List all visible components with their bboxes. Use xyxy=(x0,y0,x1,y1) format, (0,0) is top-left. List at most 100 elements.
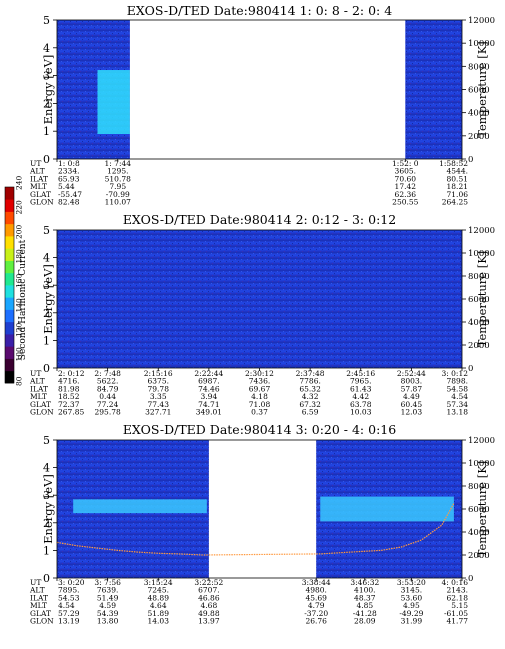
ephemeris-row-label: GLON xyxy=(30,408,54,417)
y2-tick-label: 10000 xyxy=(468,39,495,49)
ephemeris-value: 8003. xyxy=(401,377,422,386)
y-tick-label: 4 xyxy=(43,462,50,475)
ephemeris-row-label: UT xyxy=(30,578,41,587)
y2-axis-label: Temperature [K] xyxy=(475,41,489,138)
ephemeris-value: 70.60 xyxy=(395,174,417,183)
ephemeris-value: 6707. xyxy=(198,586,219,595)
ephemeris-value: 6987. xyxy=(198,377,219,386)
colorbar-swatch xyxy=(5,199,14,212)
ephemeris-value: 51.49 xyxy=(97,593,119,602)
ephemeris-value: 74.46 xyxy=(198,384,220,393)
y-tick-label: 1 xyxy=(43,334,50,347)
ephemeris-value: -61.05 xyxy=(444,609,468,618)
y2-tick-label: 10000 xyxy=(468,249,495,259)
ephemeris-value: 2:22:44 xyxy=(194,369,223,378)
ephemeris-value: 74.71 xyxy=(198,400,219,409)
ephemeris-value: 3:22:52 xyxy=(194,578,223,587)
ephemeris-value: 2: 0:12 xyxy=(58,369,85,378)
ephemeris-value: 1:52: 0 xyxy=(392,159,419,168)
y-axis-label: Energy [eV] xyxy=(41,264,55,334)
y-tick-label: 3 xyxy=(43,489,50,502)
ephemeris-value: 14.03 xyxy=(148,617,170,626)
ephemeris-value: 49.88 xyxy=(198,609,220,618)
ephemeris-value: 67.32 xyxy=(299,400,321,409)
ephemeris-value: 80.51 xyxy=(447,174,468,183)
ephemeris-value: 6.59 xyxy=(302,408,319,417)
ephemeris-value: 51.89 xyxy=(148,609,170,618)
ephemeris-value: -41.28 xyxy=(353,609,377,618)
colorbar-tick-label: 120 xyxy=(15,322,24,337)
ephemeris-value: 7895. xyxy=(58,586,79,595)
ephemeris-value: 13.97 xyxy=(198,617,220,626)
ephemeris-value: 1: 0:8 xyxy=(58,159,80,168)
colorbar-tick-label: 160 xyxy=(15,273,24,288)
ephemeris-value: 61.43 xyxy=(350,384,372,393)
ephemeris-value: 2:52:44 xyxy=(397,369,426,378)
y2-tick-label: 8000 xyxy=(468,62,490,72)
ephemeris-value: 4.79 xyxy=(308,601,325,610)
ephemeris-value: 10.03 xyxy=(350,408,372,417)
ephemeris-value: 3.94 xyxy=(201,392,218,401)
ephemeris-value: 4: 0:16 xyxy=(441,578,468,587)
spectrogram-band xyxy=(320,496,454,522)
ephemeris-value: 4.42 xyxy=(352,392,369,401)
spectrogram-band xyxy=(73,499,207,514)
ephemeris-row-label: ILAT xyxy=(30,174,48,183)
ephemeris-value: 57.87 xyxy=(401,384,423,393)
colorbar-tick-label: 200 xyxy=(15,224,24,239)
ephemeris-value: 3:38:44 xyxy=(302,578,331,587)
y-axis-label: Energy [eV] xyxy=(41,55,55,125)
colorbar-swatch xyxy=(5,248,14,261)
ephemeris-value: 3: 7:56 xyxy=(94,578,121,587)
y-tick-label: 5 xyxy=(43,14,50,27)
ephemeris-value: 3:53:20 xyxy=(397,578,426,587)
ephemeris-value: 3: 0:12 xyxy=(441,369,468,378)
colorbar-swatch xyxy=(5,272,14,286)
ephemeris-value: 1295. xyxy=(107,167,128,176)
ephemeris-value: 77.24 xyxy=(97,400,119,409)
y2-tick-label: 2000 xyxy=(468,551,490,561)
ephemeris-value: 31.99 xyxy=(401,617,423,626)
ephemeris-value: 6375. xyxy=(148,377,169,386)
colorbar-swatch xyxy=(5,236,14,249)
ephemeris-value: -70.99 xyxy=(106,190,130,199)
colorbar-tick-label: 140 xyxy=(15,298,24,313)
ephemeris-value: 60.45 xyxy=(401,400,423,409)
temperature-trace xyxy=(56,503,455,556)
spectrogram-background xyxy=(57,230,462,368)
ephemeris-value: 82.48 xyxy=(58,198,80,207)
y-tick-label: 4 xyxy=(43,42,50,55)
y2-tick-label: 6000 xyxy=(468,505,490,515)
ephemeris-value: 4100. xyxy=(354,586,375,595)
y-tick-label: 0 xyxy=(43,572,50,585)
colorbar-tick-label: 240 xyxy=(15,175,24,190)
ephemeris-value: 3:15:24 xyxy=(144,578,173,587)
ephemeris-value: 69.67 xyxy=(249,384,271,393)
ephemeris-value: 5.15 xyxy=(451,601,468,610)
ephemeris-value: 7639. xyxy=(97,586,118,595)
ephemeris-value: 48.37 xyxy=(354,593,376,602)
ephemeris-value: 18.52 xyxy=(58,392,80,401)
ephemeris-row-label: UT xyxy=(30,159,41,168)
ephemeris-value: 2:15:16 xyxy=(144,369,173,378)
ephemeris-value: 65.93 xyxy=(58,174,80,183)
ephemeris-value: 77.43 xyxy=(148,400,170,409)
ephemeris-value: 7898. xyxy=(447,377,468,386)
ephemeris-value: -49.29 xyxy=(399,609,423,618)
y2-tick-label: 4000 xyxy=(468,318,490,328)
ephemeris-value: 81.98 xyxy=(58,384,80,393)
ephemeris-value: 295.78 xyxy=(95,408,121,417)
y-tick-label: 5 xyxy=(43,224,50,237)
y2-tick-label: 0 xyxy=(468,155,473,165)
ephemeris-value: 327.71 xyxy=(145,408,171,417)
y2-tick-label: 0 xyxy=(468,574,473,584)
ephemeris-value: 7965. xyxy=(350,377,371,386)
ephemeris-value: 1: 7:44 xyxy=(104,159,131,168)
ephemeris-value: 2:37:48 xyxy=(296,369,325,378)
colorbar-swatch xyxy=(5,370,14,384)
data-gap xyxy=(129,20,406,159)
ephemeris-row-label: GLAT xyxy=(30,190,51,199)
ephemeris-value: 28.09 xyxy=(354,617,376,626)
ephemeris-value: 54.53 xyxy=(58,593,80,602)
